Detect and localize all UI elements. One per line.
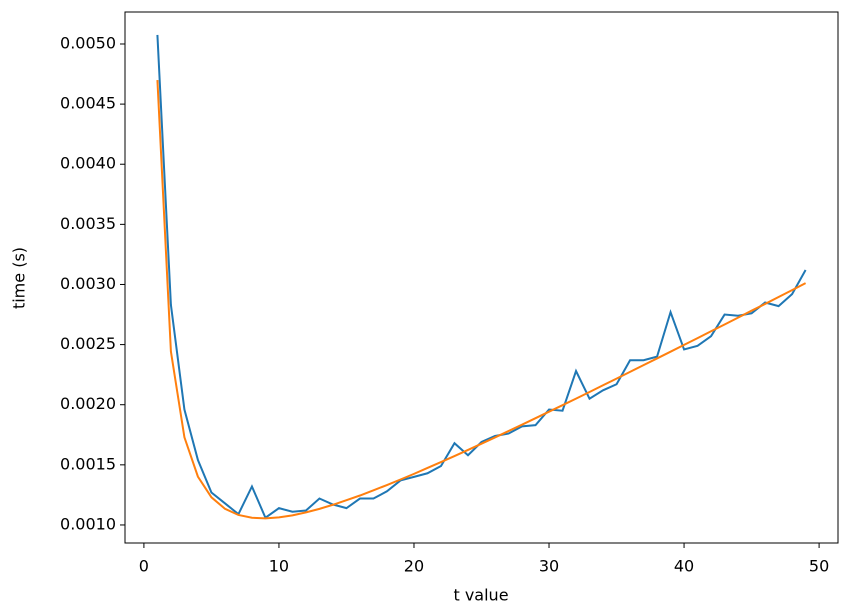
y-tick-label: 0.0015 [60,454,116,473]
y-tick-label: 0.0040 [60,154,116,173]
x-tick-label: 30 [539,557,559,576]
y-tick-label: 0.0025 [60,334,116,353]
y-tick-label: 0.0035 [60,214,116,233]
plot-frame [124,11,839,544]
y-tick-label: 0.0030 [60,274,116,293]
y-axis-label: time (s) [10,247,29,309]
x-tick-label: 20 [404,557,424,576]
x-tick-label: 40 [674,557,694,576]
x-axis-label: t value [453,586,508,605]
y-tick-label: 0.0045 [60,94,116,113]
y-tick-label: 0.0020 [60,394,116,413]
x-tick-label: 0 [139,557,149,576]
x-tick-label: 50 [809,557,829,576]
x-tick-label: 10 [269,557,289,576]
y-tick-label: 0.0010 [60,514,116,533]
y-tick-label: 0.0050 [60,33,116,52]
data-line [156,80,807,520]
